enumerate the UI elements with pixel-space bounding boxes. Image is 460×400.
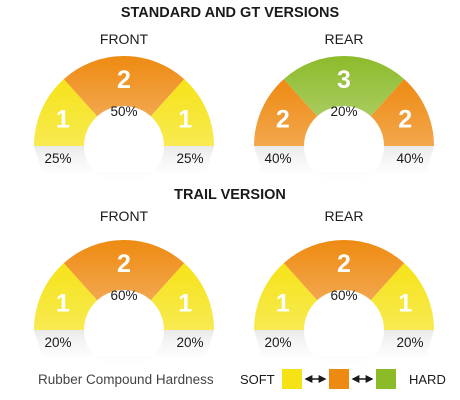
percentage-left: 20% [264, 335, 291, 350]
compound-number: 2 [337, 250, 351, 278]
segment-right-medium [370, 79, 434, 146]
segment-left-soft [34, 263, 98, 330]
section-standard-gt: STANDARD AND GT VERSIONS FRONT 1 2 1 50% 25% 25… [34, 5, 434, 186]
percentage-center: 60% [110, 288, 137, 303]
tread-shadow [254, 146, 434, 186]
segment-left-soft [34, 79, 98, 146]
tread-shadow [34, 330, 214, 370]
section-title: TRAIL VERSION [174, 187, 286, 203]
percentage-left: 20% [44, 335, 71, 350]
tread-shadow [34, 146, 214, 186]
segment-center-hard [283, 56, 405, 117]
tyre-gauge-front: FRONT 1 2 1 60% 20% 20% [34, 208, 214, 370]
segment-left-medium [254, 79, 318, 146]
tyre-gauge-front: FRONT 1 2 1 50% 25% 25% [34, 31, 214, 186]
percentage-center: 20% [330, 104, 357, 119]
compound-number: 2 [398, 106, 412, 134]
percentage-right: 20% [396, 335, 423, 350]
compound-number: 1 [56, 290, 70, 318]
compound-number: 3 [337, 66, 351, 94]
segment-right-soft [150, 263, 214, 330]
compound-number: 2 [117, 66, 131, 94]
legend-soft-label: SOFT [240, 372, 275, 387]
percentage-right: 25% [176, 151, 203, 166]
compound-number: 2 [276, 106, 290, 134]
percentage-center: 60% [330, 288, 357, 303]
section-title: STANDARD AND GT VERSIONS [121, 5, 340, 21]
tyre-gauge-rear: REAR 2 3 2 20% 40% 40% [254, 31, 434, 186]
legend-hard-label: HARD [409, 372, 446, 387]
segment-right-soft [150, 79, 214, 146]
percentage-left: 25% [44, 151, 71, 166]
section-trail: TRAIL VERSION FRONT 1 2 1 60% 20% 20% REAR 1 2 1 60%… [34, 187, 434, 370]
tyre-gauge-rear: REAR 1 2 1 60% 20% 20% [254, 208, 434, 370]
gauge-title: REAR [325, 31, 364, 47]
compound-number: 1 [178, 290, 192, 318]
gauge-title: REAR [325, 208, 364, 224]
segment-center-medium [283, 240, 405, 301]
segment-center-medium [63, 240, 185, 301]
compound-number: 1 [398, 290, 412, 318]
legend-swatch-medium [329, 369, 349, 389]
segment-center-medium [63, 56, 185, 117]
tread-shadow [254, 330, 434, 370]
legend-swatch-soft [282, 369, 302, 389]
percentage-center: 50% [110, 104, 137, 119]
percentage-right: 20% [176, 335, 203, 350]
percentage-left: 40% [264, 151, 291, 166]
segment-right-soft [370, 263, 434, 330]
compound-number: 2 [117, 250, 131, 278]
gauge-title: FRONT [100, 208, 149, 224]
legend-label: Rubber Compound Hardness [38, 372, 214, 387]
compound-number: 1 [178, 106, 192, 134]
legend: Rubber Compound Hardness SOFT HARD [38, 369, 446, 389]
gauge-title: FRONT [100, 31, 149, 47]
segment-left-soft [254, 263, 318, 330]
compound-number: 1 [276, 290, 290, 318]
percentage-right: 40% [396, 151, 423, 166]
legend-swatch-hard [376, 369, 396, 389]
compound-number: 1 [56, 106, 70, 134]
